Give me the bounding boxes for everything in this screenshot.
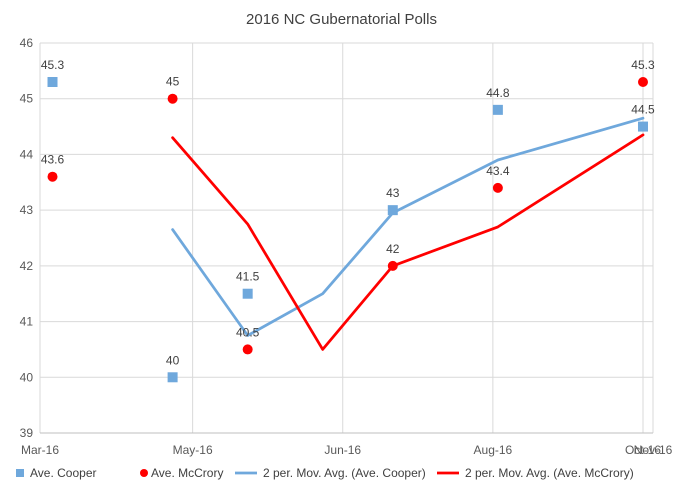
data-point-mccrory: [47, 171, 58, 182]
legend-label: 2 per. Mov. Avg. (Ave. Cooper): [263, 466, 426, 480]
data-point-cooper: [167, 372, 178, 383]
data-point-cooper: [47, 77, 58, 87]
x-tick-label: Nov-16: [634, 443, 673, 457]
x-tick-label: Mar-16: [21, 443, 59, 457]
data-label: 45.3: [631, 58, 655, 72]
data-label: 44.5: [631, 103, 655, 117]
legend-swatch-circle: [140, 469, 148, 477]
x-tick-label: Aug-16: [474, 443, 513, 457]
data-label: 40: [166, 353, 180, 367]
legend-swatch-square: [16, 469, 24, 477]
y-tick-label: 44: [20, 147, 34, 161]
x-tick-label: Jun-16: [324, 443, 361, 457]
data-point-mccrory: [637, 77, 648, 87]
data-point-mccrory: [167, 93, 178, 104]
data-label: 43: [386, 186, 400, 200]
data-point-mccrory: [387, 260, 398, 271]
data-label: 41.5: [236, 270, 260, 284]
legend-label: Ave. Cooper: [30, 466, 97, 480]
data-point-cooper: [637, 121, 648, 132]
series-line-3: [171, 133, 645, 351]
chart-title: 2016 NC Gubernatorial Polls: [246, 11, 437, 28]
y-tick-label: 42: [20, 259, 34, 273]
data-label: 43.4: [486, 164, 510, 178]
data-label: 40.5: [236, 325, 260, 339]
y-tick-label: 43: [20, 203, 34, 217]
y-tick-label: 41: [20, 315, 34, 329]
data-label: 45: [166, 75, 180, 89]
data-label: 45.3: [41, 58, 65, 72]
legend: Ave. Cooper Ave. McCrory 2 per. Mov. Avg. …: [16, 466, 634, 480]
x-tick-label: May-16: [173, 443, 213, 457]
x-tick-label: Oct-16: [625, 443, 661, 457]
data-point-cooper: [387, 205, 398, 216]
data-label: 42: [386, 242, 400, 256]
data-point-mccrory: [242, 344, 253, 355]
data-label: 44.8: [486, 86, 510, 100]
data-point-cooper: [242, 288, 253, 299]
y-tick-label: 46: [20, 36, 34, 50]
legend-label: 2 per. Mov. Avg. (Ave. McCrory): [465, 466, 634, 480]
data-point-cooper: [492, 104, 503, 115]
y-tick-label: 40: [20, 370, 34, 384]
y-tick-label: 45: [20, 92, 34, 106]
series-line-2: [171, 116, 645, 337]
data-label: 43.6: [41, 153, 65, 167]
y-tick-label: 39: [20, 426, 34, 440]
legend-label: Ave. McCrory: [151, 466, 223, 480]
data-point-mccrory: [492, 182, 503, 193]
